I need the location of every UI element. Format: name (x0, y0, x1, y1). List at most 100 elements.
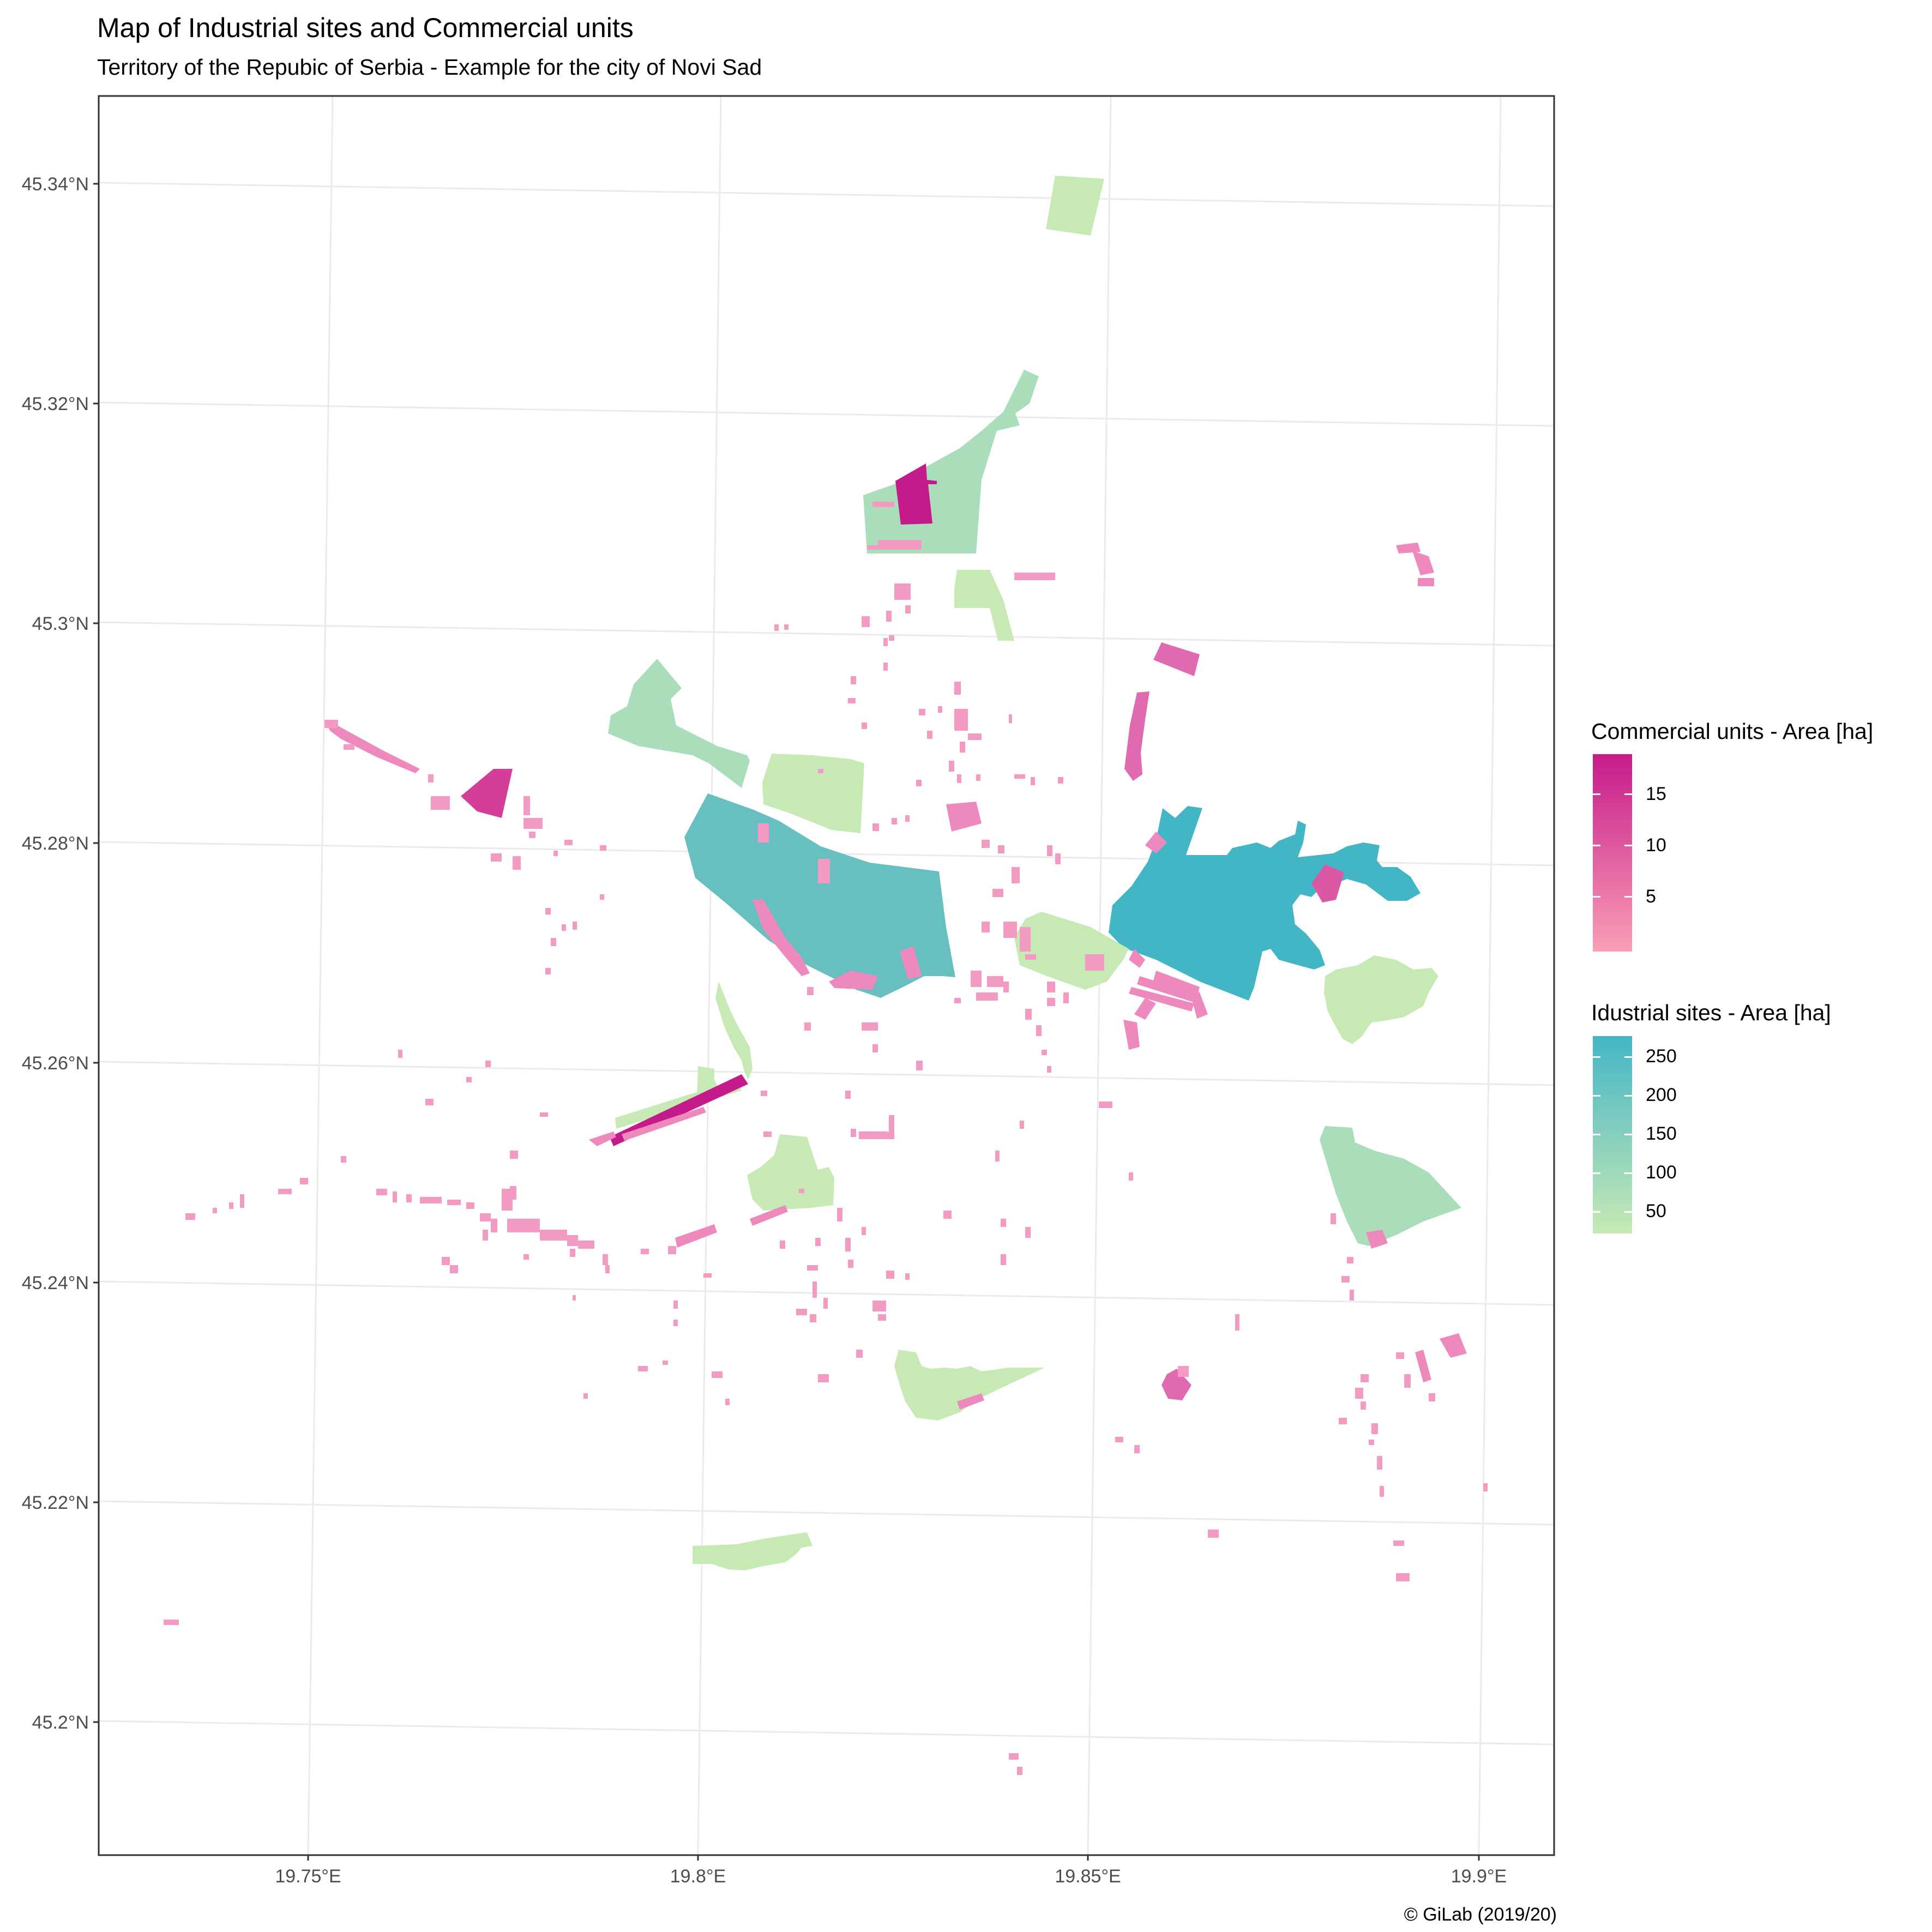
commercial-unit (1418, 578, 1434, 586)
commercial-unit (818, 769, 823, 773)
commercial-unit (1339, 1418, 1347, 1424)
commercial-unit (780, 1241, 785, 1249)
x-tick-label: 19.8°E (670, 1866, 726, 1887)
commercial-units (164, 464, 1488, 1775)
commercial-unit (971, 971, 982, 987)
legend-colorbar (1593, 1036, 1632, 1233)
commercial-unit (425, 1099, 434, 1105)
commercial-unit (851, 1129, 856, 1137)
commercial-unit (878, 540, 922, 550)
legend-tick (1593, 1056, 1600, 1058)
commercial-unit (799, 1189, 804, 1193)
commercial-unit (859, 1131, 894, 1139)
commercial-unit (919, 709, 925, 715)
commercial-unit (450, 1265, 458, 1273)
commercial-unit (1355, 1388, 1363, 1399)
commercial-unit (1134, 998, 1156, 1020)
commercial-unit (523, 818, 543, 829)
commercial-unit (605, 1265, 610, 1273)
commercial-unit (1161, 1369, 1191, 1400)
commercial-unit (1415, 1350, 1431, 1382)
small-commercial-units (164, 502, 1488, 1775)
commercial-unit (240, 1194, 244, 1208)
commercial-unit (1311, 864, 1344, 902)
commercial-unit (829, 971, 878, 990)
commercial-unit (466, 1077, 472, 1082)
commercial-unit (491, 853, 502, 862)
commercial-unit (1036, 1025, 1042, 1036)
commercial-unit (1047, 998, 1055, 1006)
map-subtitle: Territory of the Repubic of Serbia - Exa… (97, 55, 762, 80)
commercial-unit (1153, 642, 1200, 676)
commercial-unit (213, 1208, 217, 1213)
legend-tick (1593, 793, 1600, 795)
commercial-unit (278, 1189, 292, 1194)
commercial-unit (889, 1115, 894, 1137)
commercial-unit (578, 1241, 594, 1249)
commercial-unit (1208, 1530, 1219, 1538)
y-tick-label: 45.26°N (22, 1053, 89, 1074)
legend-label: 100 (1646, 1162, 1677, 1183)
commercial-unit (703, 1273, 712, 1278)
commercial-unit (1123, 1020, 1140, 1050)
commercial-unit (344, 744, 354, 750)
commercial-unit (1047, 982, 1055, 992)
commercial-unit (603, 1254, 608, 1265)
commercial-unit (954, 682, 961, 695)
y-tick-label: 45.32°N (22, 394, 89, 414)
commercial-unit (957, 1393, 984, 1410)
commercial-unit (1047, 845, 1052, 856)
commercial-unit (982, 922, 990, 932)
commercial-unit (867, 545, 878, 550)
commercial-unit (573, 922, 577, 930)
commercial-unit (529, 832, 535, 838)
commercial-unit (862, 1022, 878, 1031)
commercial-unit (1047, 1066, 1051, 1073)
commercial-unit (886, 1271, 894, 1279)
commercial-unit (1412, 551, 1434, 575)
commercial-unit (905, 815, 910, 822)
commercial-unit (968, 733, 982, 740)
commercial-unit (900, 946, 922, 979)
commercial-unit (862, 723, 867, 729)
commercial-unit (1129, 1172, 1133, 1181)
legend-label: 200 (1646, 1085, 1677, 1105)
commercial-unit (466, 1202, 474, 1209)
commercial-unit (976, 992, 998, 1001)
commercial-unit (673, 1320, 678, 1326)
commercial-unit (1137, 976, 1200, 1003)
panel-background (99, 96, 1554, 1855)
commercial-unit (982, 840, 990, 848)
y-tick-label: 45.28°N (22, 833, 89, 854)
commercial-unit (638, 1366, 648, 1371)
commercial-unit (185, 1213, 195, 1220)
commercial-unit (1153, 971, 1200, 998)
y-tick-label: 45.24°N (22, 1273, 89, 1293)
commercial-unit (998, 845, 1004, 853)
commercial-unit (675, 1224, 717, 1248)
commercial-unit (851, 676, 856, 684)
commercial-unit (837, 1208, 842, 1221)
commercial-unit (545, 968, 551, 974)
commercial-unit (845, 1091, 851, 1099)
commercial-unit (812, 1281, 817, 1298)
commercial-unit (545, 908, 551, 914)
commercial-unit (784, 624, 789, 630)
commercial-unit (600, 894, 604, 900)
legend-tick (1593, 1211, 1600, 1213)
commercial-unit (1396, 543, 1421, 553)
commercial-unit (1124, 691, 1149, 781)
x-axis (307, 1855, 1480, 1861)
commercial-unit (600, 845, 606, 851)
legend-tick (1593, 1172, 1600, 1174)
commercial-unit (1017, 1767, 1022, 1775)
commercial-unit (927, 731, 932, 739)
industrial-site (954, 570, 1014, 641)
commercial-unit (641, 1249, 649, 1254)
commercial-unit (326, 723, 420, 773)
commercial-unit (872, 1044, 878, 1052)
commercial-unit (1396, 1573, 1410, 1581)
commercial-unit (341, 1156, 346, 1163)
industrial-site (684, 793, 955, 998)
